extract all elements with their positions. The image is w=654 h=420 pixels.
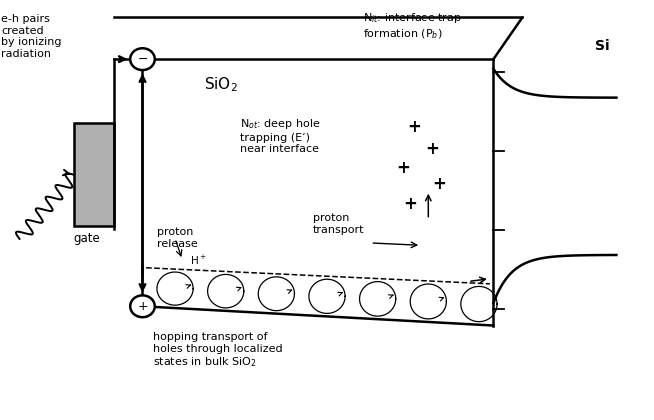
Bar <box>74 123 114 226</box>
Text: proton
transport: proton transport <box>313 213 364 235</box>
Text: +: + <box>404 194 417 213</box>
Circle shape <box>130 295 155 317</box>
Text: gate: gate <box>74 232 101 245</box>
Text: hopping transport of
holes through localized
states in bulk SiO$_2$: hopping transport of holes through local… <box>153 332 283 369</box>
Text: SiO$_2$: SiO$_2$ <box>204 75 238 94</box>
Text: +: + <box>137 300 148 313</box>
Text: +: + <box>407 118 421 136</box>
Text: −: − <box>137 52 148 66</box>
Text: H$^+$: H$^+$ <box>190 254 206 267</box>
Text: e-h pairs
created
by ionizing
radiation: e-h pairs created by ionizing radiation <box>1 14 62 59</box>
Circle shape <box>130 48 155 70</box>
Text: proton
release: proton release <box>157 227 198 249</box>
Text: N$_{it}$: interface trap
formation (P$_b$): N$_{it}$: interface trap formation (P$_b… <box>363 11 462 41</box>
Text: +: + <box>396 159 410 177</box>
Text: +: + <box>425 140 439 158</box>
Text: +: + <box>432 175 446 193</box>
Text: Si: Si <box>594 39 610 53</box>
Text: N$_{ot}$: deep hole
trapping (E’)
near interface: N$_{ot}$: deep hole trapping (E’) near i… <box>240 117 320 154</box>
